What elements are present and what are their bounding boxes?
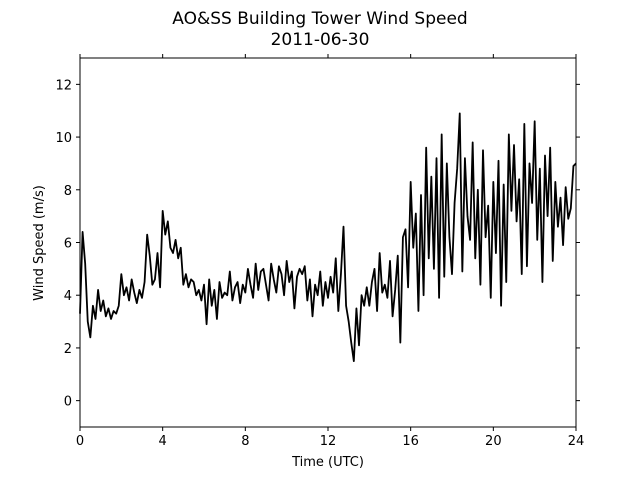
x-tick-label: 24: [568, 434, 585, 449]
x-tick-label: 4: [159, 434, 167, 449]
y-tick-label: 0: [64, 395, 72, 410]
x-axis-label: Time (UTC): [291, 455, 364, 470]
x-tick-label: 8: [241, 434, 249, 449]
x-tick-label: 20: [485, 434, 502, 449]
plot-frame: [79, 57, 577, 428]
y-tick-label: 8: [64, 184, 72, 199]
line: [79, 112, 577, 363]
y-tick-label: 10: [55, 131, 72, 146]
y-tick-label: 6: [64, 237, 72, 252]
chart-subtitle: 2011-06-30: [271, 30, 370, 50]
chart-title: AO&SS Building Tower Wind Speed: [172, 9, 467, 29]
y-tick-label: 2: [64, 342, 72, 357]
y-tick-label: 4: [64, 289, 72, 304]
x-tick-label: 16: [402, 434, 419, 449]
x-tick-label: 0: [76, 434, 84, 449]
x-tick-label: 12: [320, 434, 337, 449]
y-axis-label: Wind Speed (m/s): [32, 185, 47, 301]
y-tick-label: 12: [55, 78, 72, 93]
